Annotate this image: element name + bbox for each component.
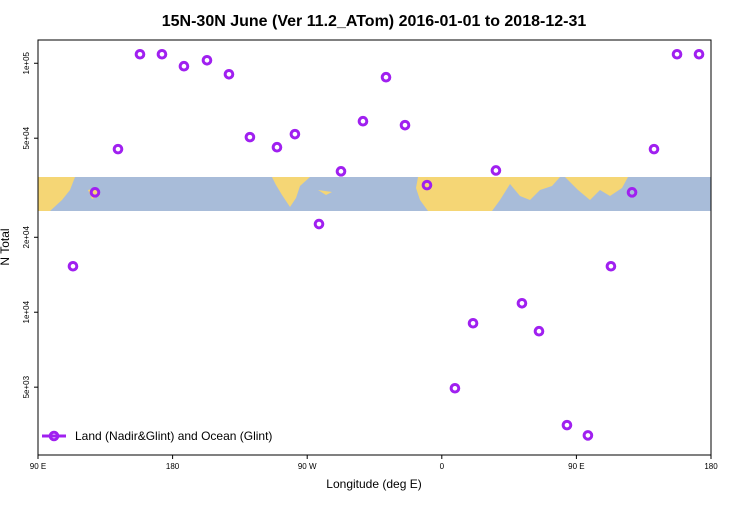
legend-label: Land (Nadir&Glint) and Ocean (Glint) [75,429,272,443]
x-tick-label: 180 [166,462,180,471]
y-tick-label: 5e+04 [22,126,31,149]
y-tick-label: 2e+04 [22,225,31,248]
x-tick-label: 90 E [30,462,46,471]
map-strip [38,177,711,211]
data-point [223,68,235,80]
data-point [156,48,168,60]
chart-title: 15N-30N June (Ver 11.2_ATom) 2016-01-01 … [162,13,587,30]
data-point [605,260,617,272]
data-point [335,166,347,177]
data-point [271,141,283,153]
data-point [693,48,705,60]
y-tick-label: 5e+03 [22,375,31,398]
x-tick-label: 180 [704,462,718,471]
data-point [399,119,411,131]
data-point [244,131,256,143]
data-point [201,54,213,66]
y-axis-label: N Total [0,228,12,265]
data-point [648,143,660,155]
data-point [89,187,101,198]
x-axis-label: Longitude (deg E) [326,477,421,491]
data-point [626,187,638,198]
data-point [516,298,528,309]
data-point [178,60,190,72]
y-tick-label: 1e+04 [22,300,31,323]
data-point [533,325,545,337]
data-point [421,179,433,191]
data-point [67,260,79,272]
legend-marker [48,430,60,442]
y-tick-label: 1e+05 [22,51,31,74]
data-point [134,48,146,60]
data-point [313,218,325,230]
plot-frame [37,39,712,456]
data-point [112,143,124,155]
data-point [582,430,594,441]
data-point [561,419,573,431]
data-point [380,71,392,83]
data-point [449,382,461,394]
data-point [467,317,479,329]
x-tick-label: 90 W [298,462,317,471]
data-point [289,128,301,140]
x-tick-label: 0 [440,462,445,471]
x-tick-label: 90 E [568,462,584,471]
data-point [490,165,502,176]
data-point [357,115,369,127]
data-point [671,48,683,60]
